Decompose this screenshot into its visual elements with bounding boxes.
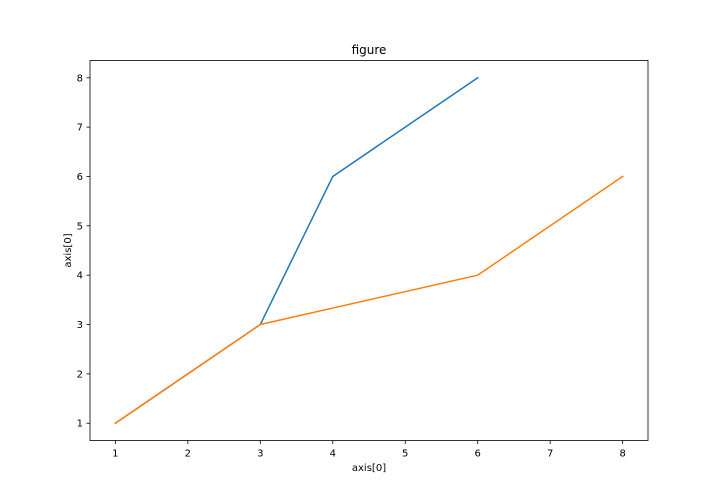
y-tick-label: 4 <box>77 271 83 282</box>
x-axis-ticks: 1 2 3 4 5 6 7 8 <box>112 440 626 460</box>
series-line-1 <box>114 76 479 425</box>
chart-title: figure <box>352 43 387 57</box>
plot-area: 1 2 3 4 5 6 7 8 1 2 3 4 5 6 7 8 <box>77 60 649 460</box>
y-tick-label: 2 <box>77 369 83 380</box>
series-line-2 <box>114 175 624 425</box>
y-axis-label: axis[0] <box>63 233 74 267</box>
y-tick-label: 8 <box>77 73 83 84</box>
y-tick-label: 5 <box>77 221 83 232</box>
y-tick-label: 1 <box>77 419 83 430</box>
x-tick-label: 8 <box>619 449 625 460</box>
x-tick-label: 6 <box>475 449 481 460</box>
axes-frame <box>89 60 649 441</box>
y-tick-label: 7 <box>77 123 83 134</box>
y-tick-label: 6 <box>77 172 83 183</box>
x-tick-label: 4 <box>330 449 336 460</box>
series-layer <box>114 76 624 425</box>
x-tick-label: 5 <box>402 449 408 460</box>
x-tick-label: 3 <box>257 449 263 460</box>
x-axis-label: axis[0] <box>352 463 386 474</box>
y-axis-ticks: 1 2 3 4 5 6 7 8 <box>77 73 90 430</box>
x-tick-label: 7 <box>547 449 553 460</box>
y-tick-label: 3 <box>77 320 83 331</box>
x-tick-label: 1 <box>112 449 118 460</box>
x-tick-label: 2 <box>185 449 191 460</box>
